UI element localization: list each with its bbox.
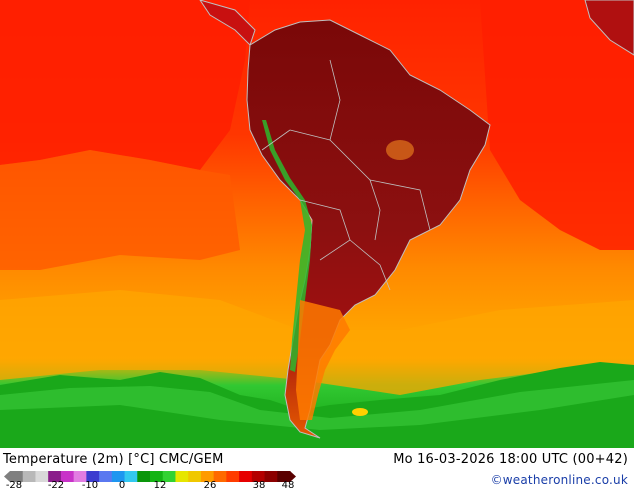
- falkland-islands: [352, 408, 368, 416]
- color-scale-legend: [4, 471, 296, 482]
- warm-band-west: [0, 0, 250, 170]
- legend-swatch: [73, 471, 87, 482]
- valid-time: Mo 16-03-2026 18:00 UTC (00+42): [393, 452, 628, 467]
- legend-swatch: [86, 471, 100, 482]
- country-borders: [261, 59, 431, 291]
- legend-arrow-low: [4, 471, 10, 482]
- legend-swatch: [251, 471, 266, 482]
- legend-swatch: [264, 471, 278, 482]
- legend-swatch: [226, 471, 240, 482]
- cold-zone: [0, 362, 634, 448]
- legend-tick-label: 12: [153, 480, 167, 491]
- legend-swatch: [200, 471, 215, 482]
- legend-swatch: [162, 471, 176, 482]
- legend-tick-label: 38: [252, 480, 266, 491]
- legend-swatch: [213, 471, 227, 482]
- mid-band-west: [0, 150, 240, 270]
- legend-tick-label: 26: [203, 480, 217, 491]
- legend-tick-label: -28: [5, 480, 23, 491]
- central-america: [199, 0, 256, 46]
- legend-swatch: [188, 471, 202, 482]
- legend-swatch: [99, 471, 113, 482]
- legend-swatch: [175, 471, 189, 482]
- legend-swatch: [10, 471, 24, 482]
- legend-swatch: [137, 471, 151, 482]
- credit-link[interactable]: ©weatheronline.co.uk: [490, 473, 628, 487]
- legend-tick-label: 0: [118, 480, 126, 491]
- africa-corner: [584, 0, 634, 56]
- andes-strip: [262, 120, 312, 372]
- hotspot-central: [386, 140, 414, 160]
- legend-swatch: [239, 471, 253, 482]
- legend-swatch: [35, 471, 49, 482]
- legend-swatch: [60, 471, 75, 482]
- legend-swatch: [22, 471, 36, 482]
- map-title: Temperature (2m) [°C] CMC/GEM: [3, 452, 224, 467]
- cold-zone-light: [0, 380, 634, 430]
- legend-swatch: [111, 471, 126, 482]
- patagonia-warm: [296, 300, 350, 420]
- map-footer: Temperature (2m) [°C] CMC/GEM Mo 16-03-2…: [0, 448, 634, 490]
- legend-swatch: [277, 471, 291, 482]
- legend-swatch: [124, 471, 138, 482]
- legend-swatch: [150, 471, 164, 482]
- legend-tick-label: -22: [47, 480, 65, 491]
- warm-band-east: [480, 0, 634, 250]
- temperature-map: [0, 0, 634, 448]
- legend-swatch: [48, 471, 62, 482]
- legend-arrow-high: [290, 471, 296, 482]
- legend-tick-label: -10: [81, 480, 99, 491]
- legend-tick-label: 48: [281, 480, 295, 491]
